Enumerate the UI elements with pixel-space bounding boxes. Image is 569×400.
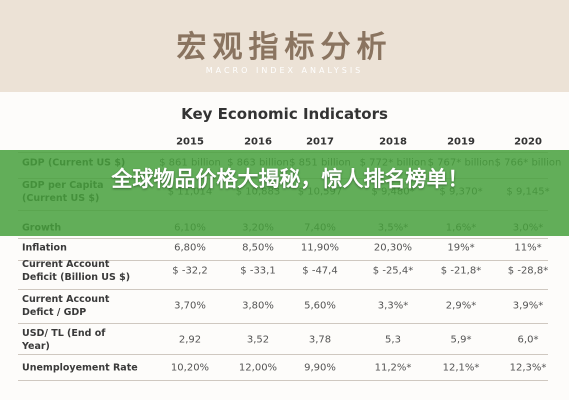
cell: 20,30% [373, 242, 413, 254]
row-label-line: USD/ TL (End of [22, 328, 106, 339]
cell: $ -32,2 [172, 265, 208, 277]
column-header: 2016 [244, 136, 272, 148]
cell: 3,78 [308, 334, 332, 346]
cell: $ -33,1 [240, 265, 276, 277]
row-label-line: Year) [22, 341, 50, 352]
row-separator [18, 323, 548, 324]
row-label-line: Unemployement Rate [22, 362, 138, 374]
row-label-line: Deficit (Billion US $) [22, 272, 131, 283]
cell: 12,1%* [442, 362, 480, 374]
row-separator [18, 259, 548, 261]
table-title: Key Economic Indicators [181, 105, 388, 123]
cell: 12,3%* [509, 362, 547, 374]
column-header: 2017 [306, 136, 334, 148]
header-band [0, 0, 569, 92]
cell: 10,20% [170, 362, 210, 374]
row-label-line: Current Account [22, 259, 110, 270]
cell: 11,2%* [374, 362, 412, 374]
row-label: USD/ TL (End of Year) [22, 327, 105, 353]
row-separator [18, 380, 548, 381]
cell: 5,9* [450, 334, 472, 346]
header-title: 宏观指标分析 [176, 30, 393, 65]
cell: 3,52 [246, 334, 270, 346]
cell: 3,3%* [377, 300, 409, 312]
row-separator [18, 354, 548, 355]
cell: 8,50% [242, 242, 274, 254]
cell: 3,9%* [512, 300, 544, 312]
column-header: 2018 [379, 136, 407, 148]
column-header: 2019 [447, 136, 475, 148]
row-separator [18, 238, 548, 239]
column-header: 2015 [176, 136, 204, 148]
banner-text: 全球物品价格大揭秘，惊人排名榜单！ [111, 167, 469, 191]
row-label-line: Defict / GDP [22, 307, 87, 318]
cell: 19%* [447, 242, 475, 254]
header-subtitle: MACRO INDEX ANALYSIS [205, 66, 364, 75]
row-label: Current Account Deficit (Billion US $) [22, 258, 130, 284]
cell: 5,3 [385, 334, 401, 346]
cell: $ -21,8* [440, 265, 482, 277]
row-label: Current Account Defict / GDP [22, 293, 109, 319]
cell: 11,90% [300, 242, 340, 254]
cell: 11%* [514, 242, 542, 254]
row-label: Inflation [22, 242, 67, 255]
cell: 6,80% [174, 242, 206, 254]
cell: 9,90% [304, 362, 336, 374]
cell: 2,9%* [445, 300, 477, 312]
row-label: Unemployement Rate [22, 362, 138, 375]
cell: 6,0* [517, 334, 539, 346]
cell: 2,92 [178, 334, 202, 346]
cell: 5,60% [304, 300, 336, 312]
cell: 3,70% [174, 300, 206, 312]
cell: $ -47,4 [302, 265, 338, 277]
cell: $ -25,4* [372, 265, 414, 277]
cell: 12,00% [238, 362, 278, 374]
row-label-line: Inflation [22, 242, 67, 254]
column-header: 2020 [514, 136, 542, 148]
row-label-line: Current Account [22, 294, 110, 305]
cell: $ -28,8* [507, 265, 549, 277]
banner [0, 150, 569, 236]
row-separator [18, 288, 548, 290]
cell: 3,80% [242, 300, 274, 312]
